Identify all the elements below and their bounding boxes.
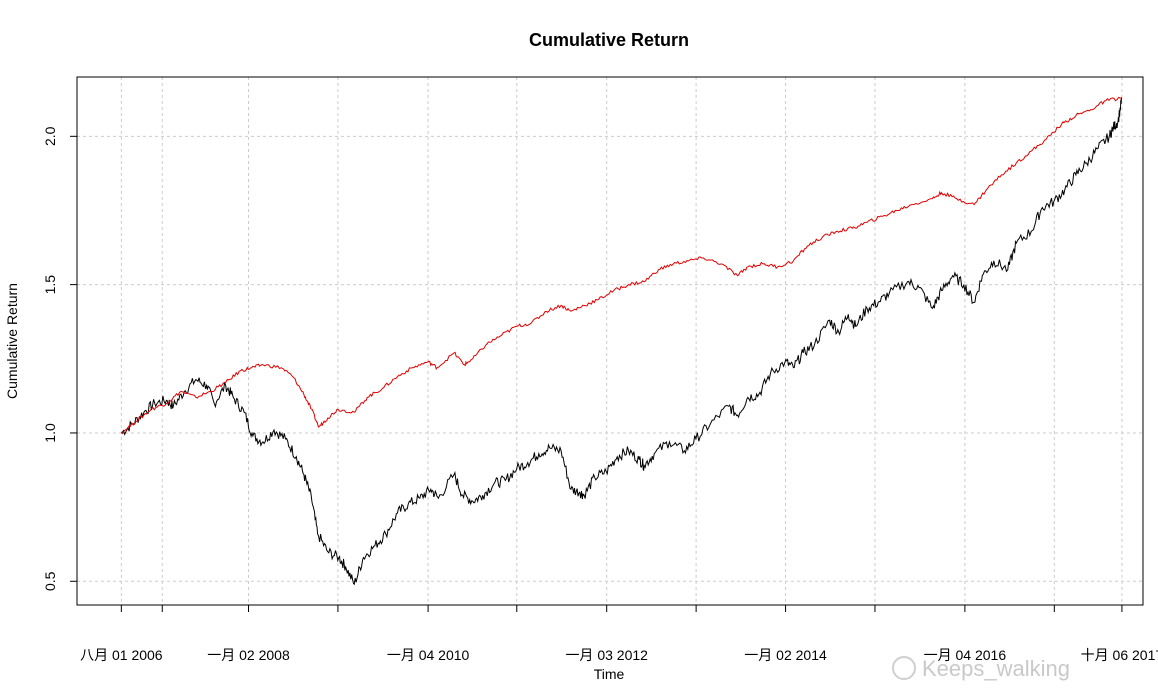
plot-frame [76, 76, 1144, 606]
y-tick-label: 2.0 [42, 126, 58, 146]
series-line-1 [121, 97, 1122, 586]
x-tick-label: 一月 04 2016 [924, 647, 1007, 663]
y-tick-label: 1.5 [42, 275, 58, 295]
y-axis-label: Cumulative Return [4, 283, 20, 399]
x-tick-label: 十月 06 2017 [1081, 647, 1158, 663]
x-tick-label: 一月 02 2008 [207, 647, 290, 663]
chart-title: Cumulative Return [529, 30, 689, 50]
y-axis: 0.5 1.0 1.5 2.0 [42, 126, 77, 591]
x-axis-label: Time [594, 666, 625, 682]
y-tick-label: 0.5 [42, 571, 58, 591]
x-tick-label: 一月 03 2012 [565, 647, 648, 663]
x-tick-label: 八月 01 2006 [80, 647, 163, 663]
x-tick-label: 一月 02 2014 [744, 647, 827, 663]
watermark: Keeps_walking [892, 656, 1070, 681]
y-tick-label: 1.0 [42, 423, 58, 443]
series-layer [121, 96, 1123, 586]
series-line-2 [121, 96, 1123, 435]
x-axis: 八月 01 2006 一月 02 2008 一月 04 2010 一月 03 2012… [80, 604, 1158, 663]
watermark-text: Keeps_walking [922, 656, 1070, 681]
x-tick-label: 一月 04 2010 [387, 647, 470, 663]
grid-lines [77, 77, 1143, 605]
weibo-logo-icon [892, 656, 916, 680]
